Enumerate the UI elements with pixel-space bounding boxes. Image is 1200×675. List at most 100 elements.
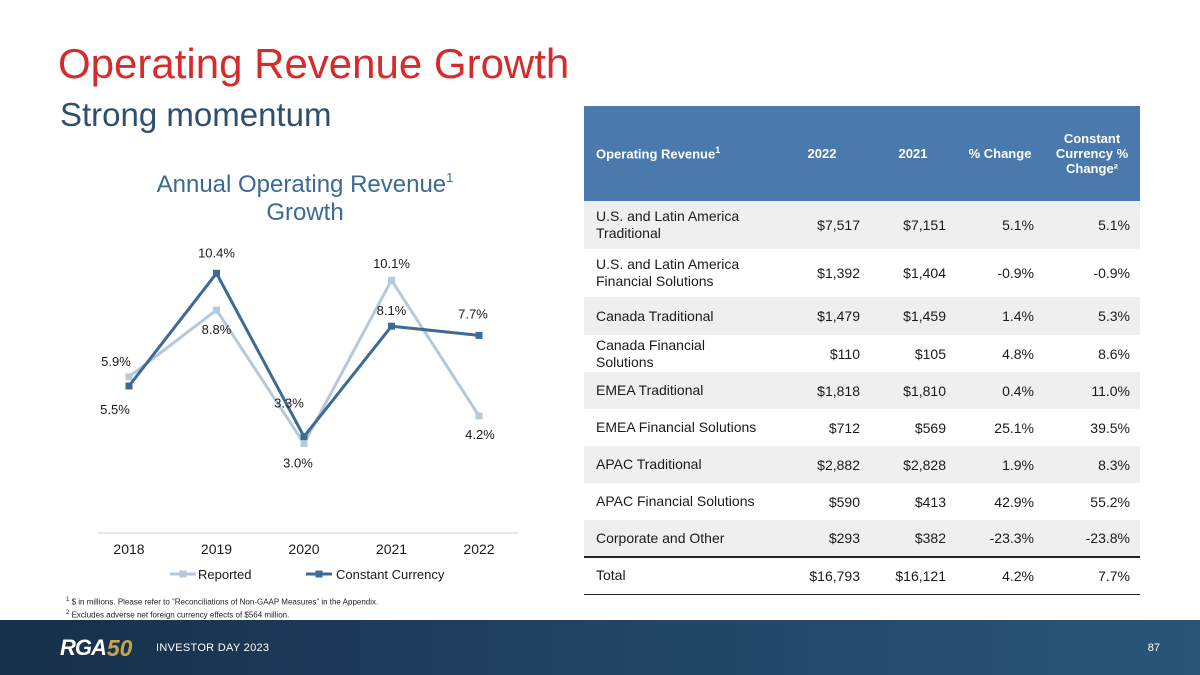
cc-percent-change: 55.2% [1090,493,1130,510]
cc-percent-change: 11.0% [1044,372,1140,409]
data-point-reported [125,373,133,381]
header-operating-revenue: Operating Revenue1 [584,106,774,201]
cc-percent-change: 5.3% [1044,297,1140,335]
data-label-reported: 8.8% [202,322,232,337]
x-tick-label: 2019 [201,541,232,557]
series-line-constant-currency [127,270,480,440]
row-label: U.S. and Latin America Financial Solutio… [596,256,740,289]
value-2021: $105 [914,345,946,362]
data-label-constant-currency: 8.1% [377,303,407,318]
total-label: Total [584,556,774,595]
cc-percent-change: -23.8% [1044,520,1140,557]
footnotes: 1 $ in millions. Please refer to “Reconc… [66,595,378,620]
row-label: Canada Financial Solutions [596,336,705,370]
value-2022: $293 [774,520,870,557]
percent-change: -0.9% [997,265,1034,281]
data-point-constant-currency [125,382,133,390]
rga-50-logo: RGA 50 [60,635,132,661]
table-header-row: Operating Revenue1 2022 2021 % Change Co… [584,106,1140,201]
percent-change: 1.4% [956,297,1044,335]
data-label-reported: 3.0% [283,456,313,471]
percent-change: 0.4% [956,372,1044,409]
logo-text: RGA [60,635,107,660]
value-2021: $1,404 [903,265,946,281]
percent-change: 42.9% [994,493,1034,510]
value-2021: $1,459 [870,297,956,335]
cc-percent-change: 8.6% [1098,345,1130,362]
table-row: EMEA Financial Solutions $712 $569 25.1% 39.… [584,409,1140,446]
data-point-reported [475,412,483,420]
data-point-constant-currency [213,269,220,277]
x-tick-label: 2018 [113,541,144,557]
chart-title: Annual Operating Revenue1 Growth [140,164,470,227]
operating-revenue-table: Operating Revenue1 2022 2021 % Change Co… [584,106,1140,595]
value-2021: $7,151 [870,201,956,249]
percent-change: -23.3% [956,520,1044,557]
row-label: Canada Traditional [584,297,774,335]
total-2022: $16,793 [774,556,870,595]
row-label: Corporate and Other [584,520,774,557]
value-2021: $2,828 [870,446,956,483]
x-tick-label: 2021 [376,541,407,557]
value-2022: $7,517 [774,201,870,249]
table-row: APAC Traditional $2,882 $2,828 1.9% 8.3% [584,446,1140,483]
total-percent-change: 4.2% [956,556,1044,595]
value-2022: $1,479 [774,297,870,335]
cc-percent-change: -0.9% [1093,265,1130,281]
table-row: Canada Financial Solutions $110 $105 4.8% 8.… [584,335,1140,372]
data-label-reported: 10.1% [373,256,410,271]
percent-change: 1.9% [956,446,1044,483]
value-2021: $413 [914,493,946,510]
total-2021: $16,121 [870,556,956,595]
table-row: U.S. and Latin America Financial Solutio… [584,249,1140,297]
revenue-growth-line-chart: 5.9% 8.8% 3.0% 10.1% 4.2% 5.5% 10.4% 3.3% 8.1% 7.… [98,245,518,582]
table-row: U.S. and Latin America Traditional $7,517… [584,201,1140,249]
value-2022: $1,392 [817,265,860,281]
event-name: INVESTOR DAY 2023 [156,642,270,654]
page-title: Operating Revenue Growth [58,40,570,87]
data-label-reported: 5.9% [101,354,131,369]
total-cc-percent-change: 7.7% [1044,556,1140,595]
header-2021: 2021 [870,106,956,201]
data-point-constant-currency [388,322,395,330]
table-total-row: Total $16,793 $16,121 4.2% 7.7% [584,556,1140,595]
value-2022: $1,818 [774,372,870,409]
row-label: APAC Financial Solutions [596,493,755,509]
data-point-reported [213,306,220,314]
data-point-reported [388,276,395,284]
value-2022: $712 [828,419,860,436]
row-label: U.S. and Latin America Traditional [584,201,774,249]
page-number: 87 [1147,642,1160,654]
footer-bar: RGA 50 INVESTOR DAY 2023 87 [0,620,1200,675]
percent-change: 25.1% [994,419,1034,436]
legend-marker-constant-currency [315,570,323,578]
data-label-constant-currency: 3.3% [274,396,304,411]
value-2022: $2,882 [774,446,870,483]
header-percent-change: % Change [956,106,1044,201]
data-label-constant-currency: 10.4% [198,245,235,260]
cc-percent-change: 39.5% [1090,419,1130,436]
table-row: APAC Financial Solutions $590 $413 42.9% 55.… [584,483,1140,520]
header-2022: 2022 [774,106,870,201]
x-tick-label: 2022 [463,541,494,557]
data-label-reported: 4.2% [465,427,495,442]
data-point-constant-currency [300,433,308,441]
table-body: U.S. and Latin America Traditional $7,517… [584,201,1140,595]
value-2021: $1,810 [870,372,956,409]
cc-percent-change: 5.1% [1044,201,1140,249]
legend-label-reported: Reported [198,567,251,582]
table-row: Canada Traditional $1,479 $1,459 1.4% 5.3% [584,297,1140,335]
percent-change: 4.8% [1002,345,1034,362]
footnote-1: 1 $ in millions. Please refer to “Reconc… [66,597,379,607]
row-label: EMEA Financial Solutions [596,419,757,435]
percent-change: 5.1% [956,201,1044,249]
data-label-constant-currency: 7.7% [458,306,488,321]
x-tick-label: 2020 [288,541,319,557]
row-label: EMEA Traditional [584,372,774,409]
data-point-constant-currency [475,331,483,339]
page-subtitle: Strong momentum [60,96,332,133]
legend-label-constant-currency: Constant Currency [336,567,445,582]
header-cc-percent-change: Constant Currency % Change² [1044,106,1140,201]
chart-title-text: Annual Operating Revenue [156,171,447,198]
legend-marker-reported [179,570,187,578]
